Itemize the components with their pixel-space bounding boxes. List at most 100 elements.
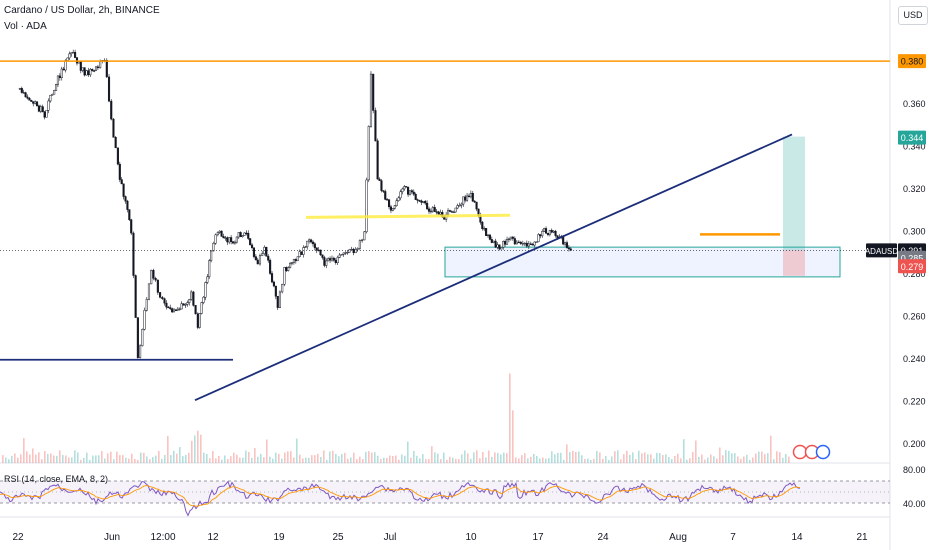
volume-bar: [71, 457, 73, 463]
price-candle: [190, 291, 193, 300]
volume-bar: [119, 455, 121, 463]
volume-bar: [575, 452, 577, 463]
price-candle: [34, 101, 37, 104]
price-candle: [83, 67, 86, 76]
price-candle: [511, 236, 514, 239]
volume-bar: [29, 454, 31, 463]
price-candle: [319, 249, 322, 256]
price-candle: [552, 230, 555, 233]
volume-bar: [188, 452, 190, 463]
price-candle: [94, 66, 98, 71]
price-candle: [397, 197, 400, 201]
volume-bar: [398, 459, 400, 463]
price-candle: [384, 191, 387, 200]
volume-bar: [155, 455, 157, 463]
price-candle: [304, 246, 307, 248]
price-candle: [230, 237, 233, 242]
volume-bar: [275, 452, 277, 463]
price-candle: [363, 231, 366, 241]
volume-bar: [224, 455, 226, 463]
price-candle: [62, 68, 65, 71]
volume-bar: [440, 459, 442, 463]
volume-bar: [749, 459, 751, 463]
volume-bar: [470, 458, 472, 463]
price-candle: [500, 247, 503, 250]
price-candle: [481, 221, 484, 229]
price-candle: [517, 241, 520, 244]
volume-bar: [44, 451, 46, 463]
x-tick-label: 21: [856, 532, 868, 543]
price-candle: [358, 240, 361, 249]
volume-bar: [671, 459, 673, 463]
volume-bar: [38, 452, 40, 463]
currency-unit-button[interactable]: USD: [898, 6, 928, 25]
price-candle: [258, 255, 262, 265]
volume-bar: [515, 457, 517, 463]
volume-bar: [413, 450, 415, 463]
price-candle: [544, 228, 548, 234]
volume-bar: [11, 455, 13, 463]
volume-bar: [710, 454, 712, 463]
price-candle: [163, 298, 166, 304]
price-candle: [523, 242, 526, 245]
price-candle: [278, 291, 282, 308]
price-candle: [18, 88, 21, 90]
price-candle: [287, 267, 290, 271]
volume-bar: [149, 459, 151, 463]
price-candle: [141, 329, 144, 347]
price-candle: [107, 76, 111, 102]
resistance-badge-text: 0.380: [901, 57, 924, 67]
price-candle: [204, 282, 207, 298]
volume-bar: [458, 459, 460, 463]
volume-bar: [689, 458, 691, 463]
volume-bar: [422, 454, 424, 463]
price-candle: [41, 106, 44, 113]
price-candle: [43, 111, 46, 118]
volume-bar: [152, 456, 154, 463]
volume-bar: [86, 452, 88, 463]
volume-bar: [209, 458, 211, 463]
x-tick-label: 24: [597, 532, 609, 543]
price-candle: [243, 232, 246, 236]
y-tick-label: 0.260: [903, 312, 926, 322]
volume-bar: [521, 455, 523, 463]
volume-bar: [35, 454, 37, 463]
price-candle: [60, 68, 63, 78]
price-candle: [313, 243, 316, 249]
price-candle: [251, 244, 254, 248]
volume-bar: [308, 457, 310, 463]
price-candle: [24, 92, 27, 98]
price-candle: [504, 241, 507, 245]
volume-bar: [692, 452, 694, 463]
price-candle: [334, 259, 337, 263]
volume-bar: [206, 454, 208, 463]
price-candle: [89, 69, 92, 76]
volume-bar: [14, 453, 16, 463]
y-tick-label: 0.240: [903, 354, 926, 364]
volume-bar: [614, 451, 616, 463]
price-candle: [471, 192, 474, 202]
price-candle: [448, 210, 451, 212]
volume-bar: [557, 452, 559, 463]
price-candle: [49, 95, 52, 102]
volume-bar: [722, 455, 724, 463]
volume-bar: [665, 454, 667, 463]
price-candle: [91, 69, 94, 71]
price-candle: [554, 230, 557, 236]
price-candle: [439, 212, 442, 215]
price-candle: [132, 232, 135, 276]
volume-bar: [452, 457, 454, 463]
volume-bar: [596, 450, 598, 463]
price-candle: [539, 234, 542, 237]
volume-bar: [734, 453, 736, 463]
price-candle: [507, 238, 510, 240]
price-candle: [26, 96, 29, 99]
volume-bar: [650, 454, 652, 463]
price-candle: [427, 208, 431, 212]
price-candle: [346, 251, 349, 254]
volume-bar: [560, 452, 562, 463]
volume-bar: [371, 452, 373, 463]
x-tick-label: 10: [465, 532, 477, 543]
price-candle: [105, 60, 108, 78]
